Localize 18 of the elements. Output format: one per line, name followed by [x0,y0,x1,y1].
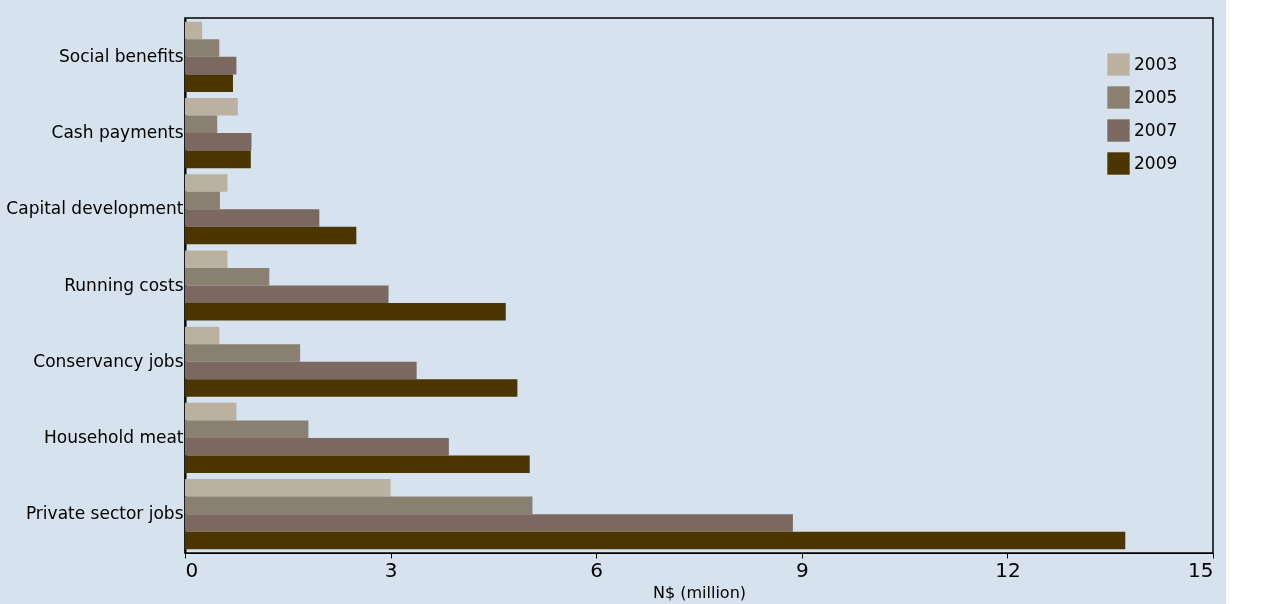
legend-label: 2005 [1134,86,1178,107]
y-tick-label: Running costs [64,274,184,295]
legend-label: 2007 [1134,119,1178,140]
y-tick-label: Conservancy jobs [33,350,184,371]
y-tick-label: Private sector jobs [25,503,184,524]
x-tick-label: 15 [1188,557,1214,582]
legend-label: 2009 [1134,152,1178,173]
x-tick-label: 9 [795,557,809,582]
x-tick-label: 6 [590,557,604,582]
x-axis-title: N$ (million) [652,582,747,602]
y-tick-label: Household meat [44,426,184,447]
x-tick-label: 3 [384,557,398,582]
x-tick-label: 12 [995,557,1021,582]
y-tick-label: Capital development [6,198,184,219]
x-tick-label: 0 [185,557,199,582]
y-tick-label: Social benefits [58,45,184,66]
y-tick-label: Cash payments [51,122,184,143]
legend-label: 2003 [1134,53,1178,74]
